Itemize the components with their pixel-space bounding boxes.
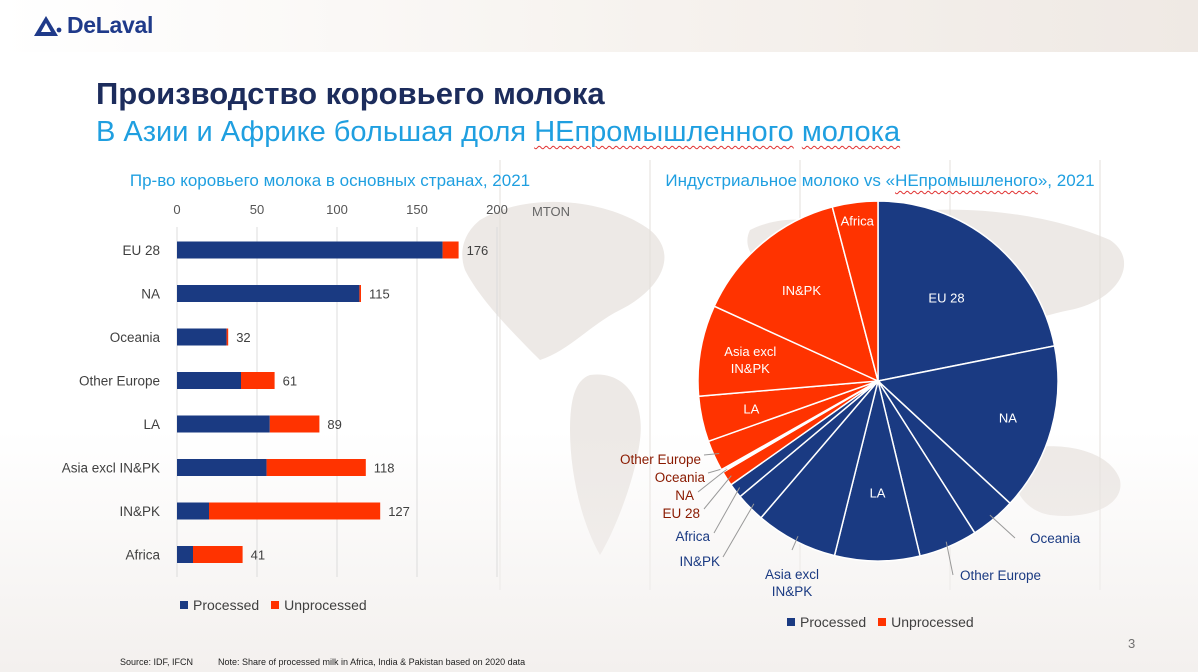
pie-leader-line [703, 475, 732, 510]
x-tick-label: 0 [173, 202, 180, 217]
bar-unprocessed [442, 241, 459, 259]
category-label: EU 28 [122, 243, 160, 258]
unit-label: MTON [532, 204, 570, 219]
bar-total-label: 118 [374, 461, 395, 476]
legend-label-unprocessed: Unprocessed [891, 614, 974, 630]
category-label: NA [141, 287, 160, 302]
bar-processed [177, 285, 360, 302]
pie-legend: Processed Unprocessed [787, 614, 974, 630]
bar-unprocessed [226, 328, 229, 346]
x-tick-label: 100 [326, 202, 348, 217]
bar-unprocessed [359, 285, 361, 302]
pie-slice-label: NA [675, 488, 694, 503]
page-title: Производство коровьего молока [96, 76, 605, 111]
bar-total-label: 61 [283, 374, 297, 389]
pie-slice-label: NA [999, 411, 1017, 426]
page-subtitle: В Азии и Африке большая доля НЕпромышлен… [96, 116, 900, 149]
pie-title-part: », 2021 [1037, 171, 1095, 190]
legend-label-processed: Processed [193, 597, 260, 613]
pie-leader-line [713, 487, 741, 534]
category-label: Africa [125, 548, 160, 563]
bar-total-label: 89 [327, 417, 341, 432]
note-text: Note: Share of processed milk in Africa,… [218, 657, 526, 667]
pie-slice-label: Asia excl IN&PK [724, 344, 776, 376]
bar-processed [177, 459, 267, 476]
x-tick-label: 200 [486, 202, 508, 217]
bar-unprocessed [266, 459, 366, 476]
legend-swatch-unprocessed [878, 618, 887, 626]
pie-title-part: Индустриальное молоко vs « [665, 171, 896, 190]
category-label: Other Europe [79, 374, 160, 389]
pie-chart: EU 28 NA Oceania Other Europe LA Asia excl IN&… [620, 200, 1081, 599]
legend-swatch-processed [180, 601, 188, 609]
legend-swatch-unprocessed [271, 601, 280, 609]
page-number: 3 [1128, 636, 1136, 651]
subtitle-highlight-word: НЕпромышленного [534, 116, 794, 148]
category-label: LA [143, 417, 160, 432]
pie-slice-label: Oceania [1030, 531, 1081, 546]
bar-unprocessed [241, 372, 275, 389]
pie-title-highlight-word: НЕпромышленого [895, 171, 1038, 190]
category-label: IN&PK [119, 504, 160, 519]
pie-slice [713, 205, 880, 383]
pie-leader-line [703, 453, 720, 456]
subtitle-highlight-word: молока [801, 116, 901, 148]
bar-processed [177, 328, 227, 346]
legend-swatch-processed [787, 618, 795, 626]
pie-leader-line [945, 541, 954, 576]
bar-processed [177, 502, 209, 520]
bar-chart-title: Пр-во коровьего молока в основных страна… [129, 171, 531, 190]
bar-processed [177, 241, 443, 259]
pie-slice-label: LA [870, 486, 886, 501]
bar-total-label: 176 [467, 243, 489, 258]
bar-total-label: 41 [251, 548, 265, 563]
category-label: Oceania [110, 330, 161, 345]
subtitle-part: В Азии и Африке большая доля [96, 116, 535, 148]
x-tick-label: 50 [250, 202, 264, 217]
bar-total-label: 32 [236, 330, 250, 345]
bar-chart: 0 50 100 150 200 MTON EU 28 176 NA 115 Oceania 32 Ot… [62, 202, 570, 577]
bar-total-label: 115 [369, 287, 390, 302]
legend-label-unprocessed: Unprocessed [284, 597, 367, 613]
subtitle-space [794, 116, 802, 148]
legend-label-processed: Processed [800, 614, 867, 630]
pie-slice-label: IN&PK [782, 283, 821, 298]
bar-processed [177, 372, 241, 389]
pie-slice-label: Other Europe [620, 452, 701, 467]
bar-unprocessed [269, 415, 320, 433]
pie-slice [697, 305, 881, 398]
pie-chart-title: Индустриальное молоко vs «НЕпромышленого… [640, 170, 1120, 191]
pie-leader-line [989, 514, 1016, 539]
source-text: Source: IDF, IFCN [120, 657, 194, 667]
pie-slice [831, 200, 879, 382]
pie-slice [876, 344, 1059, 505]
brand-name: DeLaval [67, 12, 154, 38]
pie-slice-label: EU 28 [662, 506, 700, 521]
pie-leader-line [791, 536, 799, 551]
bar-legend: Processed Unprocessed [180, 597, 367, 613]
pie-slice-label: EU 28 [928, 291, 964, 306]
bar-processed [177, 546, 193, 563]
x-tick-label: 150 [406, 202, 428, 217]
pie-slice-label: LA [743, 401, 759, 416]
header-band [0, 0, 1198, 52]
pie-leader-line [722, 503, 755, 558]
pie-slice-label: Asia excl IN&PK [765, 567, 819, 599]
pie-slice-label: IN&PK [679, 554, 720, 569]
pie-leader-line [697, 468, 728, 493]
brand-logo[interactable]: DeLaval [34, 12, 153, 39]
bar-processed [177, 415, 270, 433]
pie-slice-label: Africa [675, 529, 710, 544]
bar-unprocessed [193, 546, 243, 563]
pie-slice-label: Africa [841, 213, 875, 228]
bar-unprocessed [209, 502, 381, 520]
bar-total-label: 127 [388, 504, 410, 519]
pie-slice-label: Oceania [655, 470, 706, 485]
category-label: Asia excl IN&PK [62, 461, 160, 476]
pie-slice-label: Other Europe [960, 568, 1041, 583]
pie-slice [877, 200, 1056, 382]
delaval-logo-icon [34, 15, 62, 36]
